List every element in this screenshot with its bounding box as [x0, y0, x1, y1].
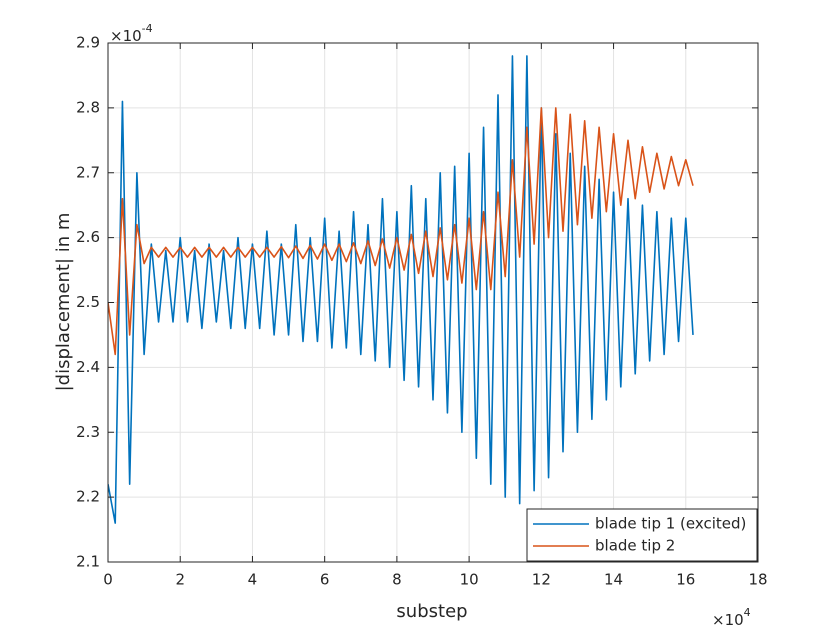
x-exponent-power: 4: [744, 606, 751, 619]
x-tick-label: 4: [248, 571, 258, 589]
y-exponent-base: ×10: [110, 27, 142, 45]
y-tick-label: 2.7: [76, 163, 100, 181]
x-tick-label: 2: [175, 571, 185, 589]
x-tick-label: 10: [460, 571, 479, 589]
y-tick-label: 2.6: [76, 228, 100, 246]
x-exponent-base: ×10: [712, 611, 744, 629]
x-tick-label: 8: [392, 571, 402, 589]
y-tick-label: 2.1: [76, 553, 100, 571]
y-axis-label: |displacement| in m: [53, 213, 74, 392]
y-tick-label: 2.4: [76, 358, 100, 376]
x-tick-label: 12: [532, 571, 551, 589]
y-tick-label: 2.5: [76, 293, 100, 311]
legend-label: blade tip 2: [595, 537, 675, 555]
x-tick-label: 16: [676, 571, 695, 589]
x-tick-label: 18: [748, 571, 767, 589]
legend: blade tip 1 (excited) blade tip 2: [526, 508, 758, 562]
x-exponent: ×104: [712, 606, 751, 629]
series-line: [108, 55, 694, 524]
y-exponent: ×10-4: [110, 22, 153, 45]
y-tick-label: 2.9: [76, 34, 100, 52]
y-tick-label: 2.2: [76, 488, 100, 506]
x-tick-label: 0: [103, 571, 113, 589]
legend-box: [526, 508, 758, 562]
x-tick-label: 6: [320, 571, 330, 589]
y-tick-label: 2.8: [76, 98, 100, 116]
y-tick-label: 2.3: [76, 423, 100, 441]
y-exponent-power: -4: [142, 22, 153, 35]
legend-label: blade tip 1 (excited): [595, 515, 746, 533]
x-axis-label: substep: [396, 601, 467, 622]
series-line: [108, 107, 694, 356]
x-tick-label: 14: [604, 571, 623, 589]
